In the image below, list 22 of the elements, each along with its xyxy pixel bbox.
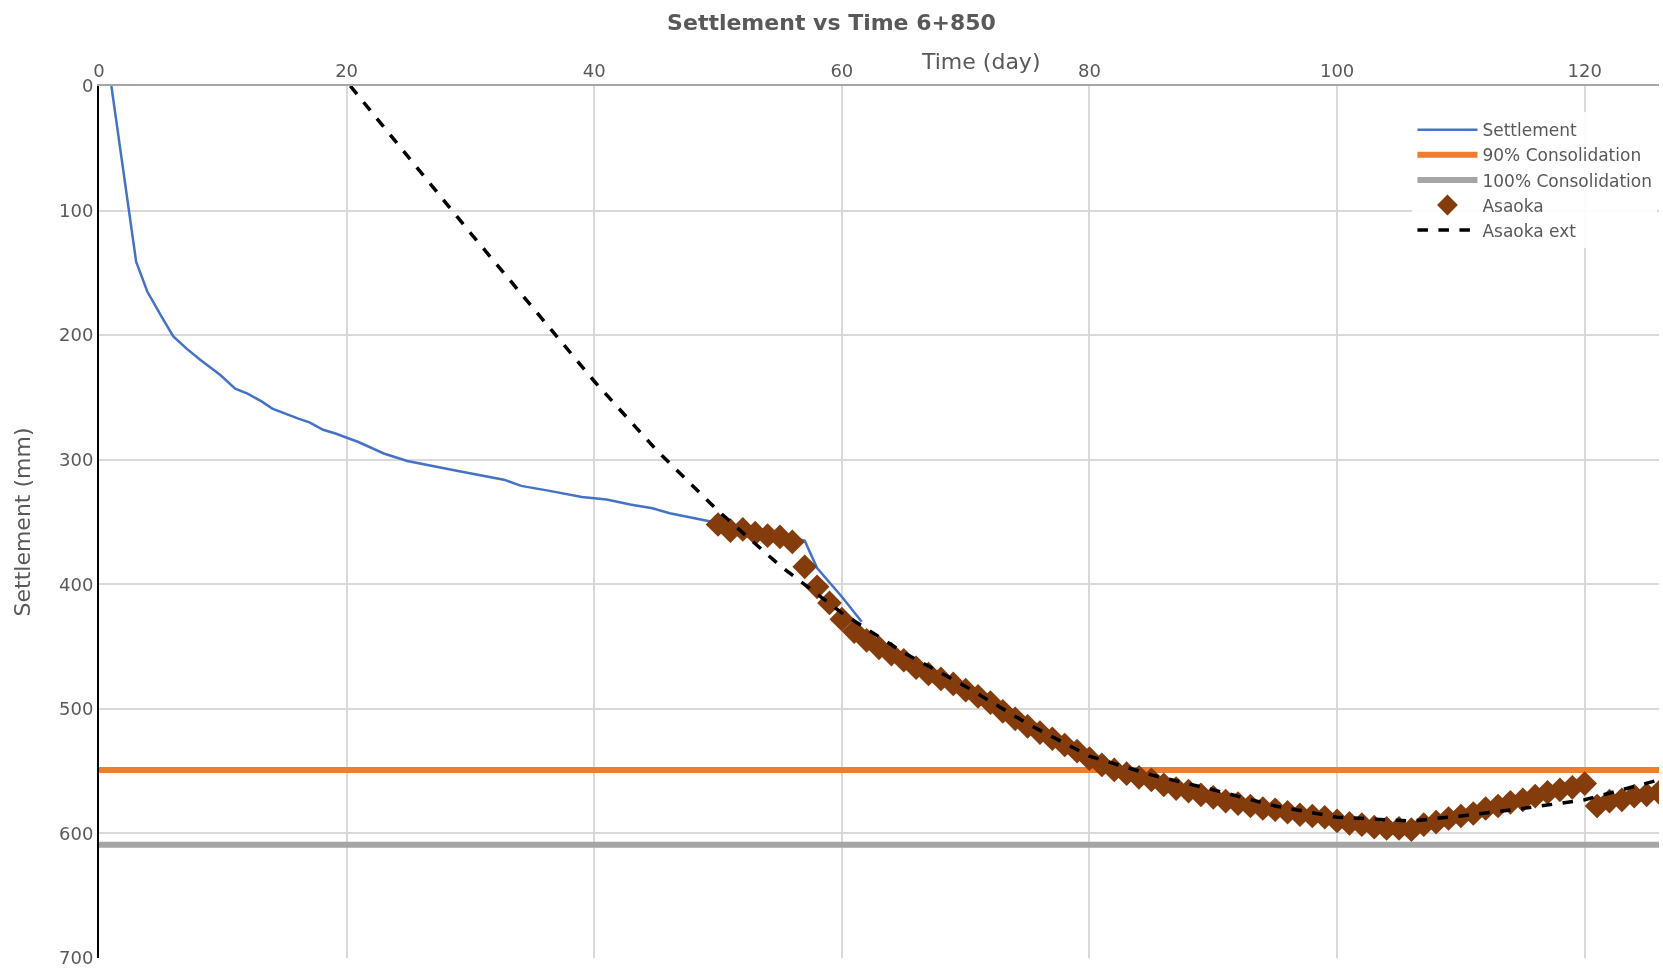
legend-label: Asaoka (1482, 195, 1544, 216)
y-axis-title: Settlement (mm) (10, 427, 36, 617)
y-tick-label: 100 (59, 199, 94, 221)
x-tick-label: 60 (830, 59, 854, 81)
x-tick-label: 120 (1567, 59, 1602, 81)
legend-label: Asaoka ext (1482, 220, 1577, 241)
x-axis-title: Time (day) (921, 49, 1041, 74)
x-tick-label: 80 (1078, 59, 1101, 81)
y-tick-label: 500 (59, 698, 94, 720)
legend-label: 100% Consolidation (1482, 170, 1652, 191)
y-tick-label: 400 (59, 573, 94, 595)
x-tick-label: 20 (335, 59, 359, 81)
y-tick-label: 300 (59, 449, 94, 471)
y-tick-label: 0 (81, 75, 94, 97)
x-tick-label: 40 (582, 59, 606, 81)
x-tick-label: 100 (1319, 59, 1355, 81)
chart-title: Settlement vs Time 6+850 (667, 9, 996, 35)
y-tick-label: 600 (59, 822, 94, 844)
y-tick-label: 200 (59, 324, 94, 346)
legend-label: Settlement (1482, 120, 1577, 141)
y-tick-label: 700 (59, 947, 94, 969)
legend-label: 90% Consolidation (1482, 145, 1642, 166)
